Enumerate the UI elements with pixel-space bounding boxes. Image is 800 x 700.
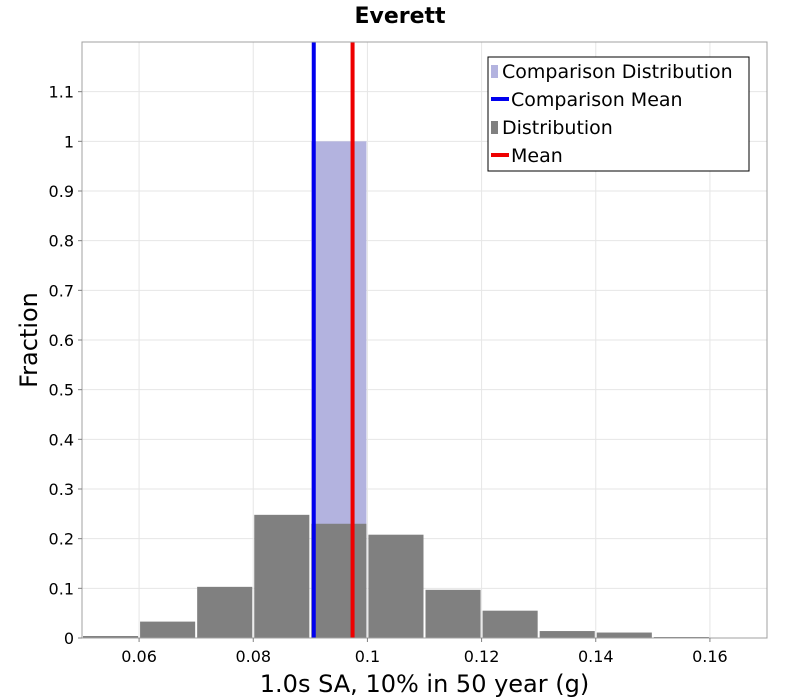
distribution-bar — [425, 589, 481, 638]
distribution-bar — [539, 631, 595, 638]
distribution-bar — [482, 610, 538, 638]
y-tick-label: 0.1 — [49, 579, 74, 598]
y-tick-label: 1 — [64, 132, 74, 151]
y-tick-label: 0.6 — [49, 331, 74, 350]
distribution-bar — [596, 632, 652, 638]
y-tick-label: 0.5 — [49, 381, 74, 400]
legend-swatch — [491, 121, 498, 134]
legend-swatch — [491, 65, 498, 78]
y-tick-label: 1.1 — [49, 83, 74, 102]
x-tick-label: 0.12 — [464, 647, 500, 666]
distribution-bar — [140, 621, 196, 638]
y-tick-label: 0 — [64, 629, 74, 648]
distribution-bar — [311, 523, 367, 638]
y-tick-label: 0.9 — [49, 182, 74, 201]
legend-box — [487, 56, 750, 172]
x-tick-label: 0.16 — [692, 647, 728, 666]
legend-label: Comparison Distribution — [502, 61, 733, 83]
y-tick-label: 0.4 — [49, 430, 74, 449]
x-tick-label: 0.06 — [121, 647, 157, 666]
y-tick-label: 0.3 — [49, 480, 74, 499]
mean-lines — [311, 42, 355, 638]
x-tick-label: 0.1 — [355, 647, 380, 666]
x-axis-title: 1.0s SA, 10% in 50 year (g) — [260, 670, 589, 698]
legend-label: Comparison Mean — [511, 89, 683, 111]
distribution-bar — [368, 534, 424, 638]
distribution-bars — [83, 514, 766, 638]
legend: Comparison Distribution Comparison Mean Di… — [487, 56, 750, 172]
distribution-bar — [197, 586, 253, 638]
y-tick-label: 0.7 — [49, 281, 74, 300]
y-tick-label: 0.8 — [49, 232, 74, 251]
legend-label: Distribution — [502, 117, 613, 139]
x-tick-label: 0.08 — [235, 647, 271, 666]
chart-title: Everett — [354, 4, 446, 29]
distribution-bar — [83, 636, 139, 638]
distribution-bar — [254, 514, 310, 638]
x-tick-label: 0.14 — [578, 647, 614, 666]
x-axis-ticks: 0.06 0.08 0.1 0.12 0.14 0.16 — [121, 638, 728, 666]
y-axis-title: Fraction — [15, 292, 43, 388]
legend-label: Mean — [511, 145, 563, 167]
y-tick-label: 0.2 — [49, 530, 74, 549]
y-axis-ticks: 0 0.1 0.2 0.3 0.4 0.5 0.6 0.7 0.8 0.9 1 1.1 — [49, 83, 82, 648]
